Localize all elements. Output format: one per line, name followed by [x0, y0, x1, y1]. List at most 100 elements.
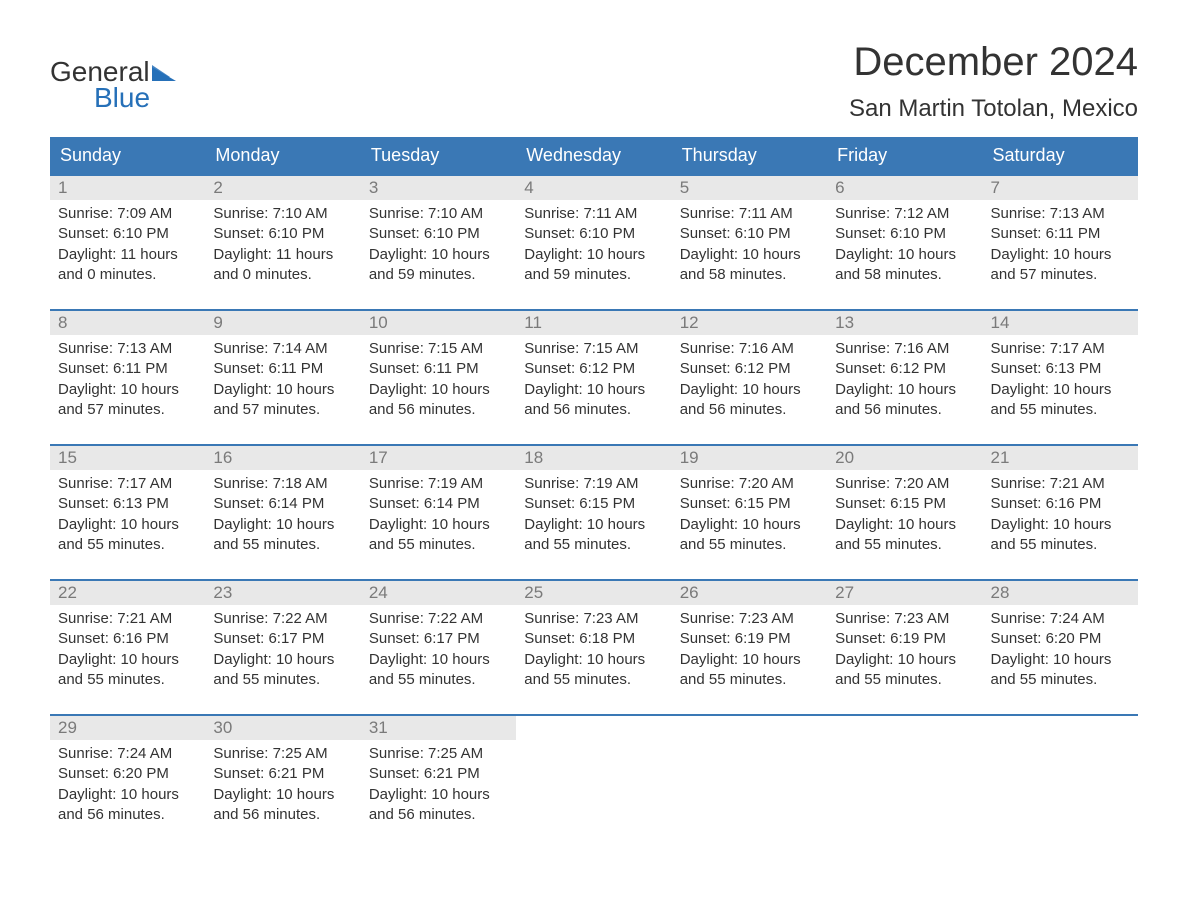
day-daylight2: and 56 minutes.	[835, 400, 976, 420]
day-number: 18	[516, 446, 671, 470]
day-number: 9	[205, 311, 360, 335]
day-number: 10	[361, 311, 516, 335]
day-daylight2: and 56 minutes.	[369, 400, 510, 420]
day-body: Sunrise: 7:23 AMSunset: 6:19 PMDaylight:…	[672, 605, 827, 698]
day-header-tue: Tuesday	[361, 137, 516, 174]
day-number	[672, 716, 827, 720]
day-number: 5	[672, 176, 827, 200]
day-body: Sunrise: 7:09 AMSunset: 6:10 PMDaylight:…	[50, 200, 205, 293]
day-daylight1: Daylight: 10 hours	[213, 785, 354, 805]
day-sunrise: Sunrise: 7:15 AM	[369, 339, 510, 359]
day-sunset: Sunset: 6:18 PM	[524, 629, 665, 649]
day-body: Sunrise: 7:24 AMSunset: 6:20 PMDaylight:…	[983, 605, 1138, 698]
day-number: 7	[983, 176, 1138, 200]
calendar-day: 16Sunrise: 7:18 AMSunset: 6:14 PMDayligh…	[205, 446, 360, 563]
day-daylight2: and 55 minutes.	[369, 670, 510, 690]
day-sunrise: Sunrise: 7:21 AM	[991, 474, 1132, 494]
day-sunrise: Sunrise: 7:17 AM	[991, 339, 1132, 359]
day-daylight1: Daylight: 10 hours	[58, 380, 199, 400]
day-number: 8	[50, 311, 205, 335]
day-daylight1: Daylight: 10 hours	[524, 515, 665, 535]
calendar-day: 24Sunrise: 7:22 AMSunset: 6:17 PMDayligh…	[361, 581, 516, 698]
calendar-day: 23Sunrise: 7:22 AMSunset: 6:17 PMDayligh…	[205, 581, 360, 698]
day-sunset: Sunset: 6:10 PM	[524, 224, 665, 244]
day-daylight1: Daylight: 10 hours	[991, 245, 1132, 265]
day-daylight2: and 57 minutes.	[991, 265, 1132, 285]
day-daylight2: and 56 minutes.	[369, 805, 510, 825]
day-body: Sunrise: 7:15 AMSunset: 6:11 PMDaylight:…	[361, 335, 516, 428]
day-daylight1: Daylight: 10 hours	[991, 515, 1132, 535]
day-sunset: Sunset: 6:12 PM	[524, 359, 665, 379]
day-sunrise: Sunrise: 7:23 AM	[524, 609, 665, 629]
calendar-day: 29Sunrise: 7:24 AMSunset: 6:20 PMDayligh…	[50, 716, 205, 833]
day-daylight1: Daylight: 10 hours	[58, 515, 199, 535]
day-number: 28	[983, 581, 1138, 605]
location-label: San Martin Totolan, Mexico	[849, 95, 1138, 123]
day-daylight1: Daylight: 10 hours	[524, 380, 665, 400]
calendar-week: 8Sunrise: 7:13 AMSunset: 6:11 PMDaylight…	[50, 309, 1138, 428]
day-body: Sunrise: 7:22 AMSunset: 6:17 PMDaylight:…	[361, 605, 516, 698]
day-body: Sunrise: 7:20 AMSunset: 6:15 PMDaylight:…	[827, 470, 982, 563]
calendar: Sunday Monday Tuesday Wednesday Thursday…	[50, 137, 1138, 833]
calendar-day	[983, 716, 1138, 833]
day-daylight2: and 55 minutes.	[991, 670, 1132, 690]
day-sunset: Sunset: 6:11 PM	[213, 359, 354, 379]
title-block: December 2024 San Martin Totolan, Mexico	[849, 40, 1138, 123]
day-sunset: Sunset: 6:19 PM	[680, 629, 821, 649]
weeks-container: 1Sunrise: 7:09 AMSunset: 6:10 PMDaylight…	[50, 174, 1138, 833]
day-sunrise: Sunrise: 7:16 AM	[835, 339, 976, 359]
day-number: 23	[205, 581, 360, 605]
day-sunset: Sunset: 6:21 PM	[369, 764, 510, 784]
day-number: 17	[361, 446, 516, 470]
day-body: Sunrise: 7:23 AMSunset: 6:18 PMDaylight:…	[516, 605, 671, 698]
calendar-day: 18Sunrise: 7:19 AMSunset: 6:15 PMDayligh…	[516, 446, 671, 563]
day-header-row: Sunday Monday Tuesday Wednesday Thursday…	[50, 137, 1138, 174]
calendar-day: 7Sunrise: 7:13 AMSunset: 6:11 PMDaylight…	[983, 176, 1138, 293]
day-sunset: Sunset: 6:10 PM	[369, 224, 510, 244]
day-body: Sunrise: 7:23 AMSunset: 6:19 PMDaylight:…	[827, 605, 982, 698]
day-sunrise: Sunrise: 7:19 AM	[369, 474, 510, 494]
calendar-day: 21Sunrise: 7:21 AMSunset: 6:16 PMDayligh…	[983, 446, 1138, 563]
day-number: 31	[361, 716, 516, 740]
day-body: Sunrise: 7:16 AMSunset: 6:12 PMDaylight:…	[672, 335, 827, 428]
day-sunset: Sunset: 6:17 PM	[213, 629, 354, 649]
day-sunset: Sunset: 6:20 PM	[991, 629, 1132, 649]
day-daylight2: and 55 minutes.	[58, 535, 199, 555]
day-sunset: Sunset: 6:19 PM	[835, 629, 976, 649]
day-daylight2: and 59 minutes.	[369, 265, 510, 285]
day-sunset: Sunset: 6:15 PM	[524, 494, 665, 514]
day-daylight1: Daylight: 10 hours	[213, 380, 354, 400]
day-daylight2: and 57 minutes.	[58, 400, 199, 420]
day-sunset: Sunset: 6:13 PM	[991, 359, 1132, 379]
day-daylight1: Daylight: 10 hours	[991, 650, 1132, 670]
calendar-day	[827, 716, 982, 833]
day-daylight2: and 0 minutes.	[58, 265, 199, 285]
day-header-sun: Sunday	[50, 137, 205, 174]
day-number: 4	[516, 176, 671, 200]
day-sunset: Sunset: 6:16 PM	[58, 629, 199, 649]
day-daylight1: Daylight: 10 hours	[524, 650, 665, 670]
day-sunset: Sunset: 6:16 PM	[991, 494, 1132, 514]
day-daylight2: and 57 minutes.	[213, 400, 354, 420]
day-sunrise: Sunrise: 7:23 AM	[680, 609, 821, 629]
day-number: 6	[827, 176, 982, 200]
day-sunset: Sunset: 6:12 PM	[835, 359, 976, 379]
calendar-day	[672, 716, 827, 833]
day-sunset: Sunset: 6:21 PM	[213, 764, 354, 784]
day-sunset: Sunset: 6:10 PM	[835, 224, 976, 244]
day-number	[983, 716, 1138, 720]
calendar-day: 6Sunrise: 7:12 AMSunset: 6:10 PMDaylight…	[827, 176, 982, 293]
day-body: Sunrise: 7:13 AMSunset: 6:11 PMDaylight:…	[983, 200, 1138, 293]
day-number: 29	[50, 716, 205, 740]
calendar-day: 20Sunrise: 7:20 AMSunset: 6:15 PMDayligh…	[827, 446, 982, 563]
calendar-day: 22Sunrise: 7:21 AMSunset: 6:16 PMDayligh…	[50, 581, 205, 698]
day-daylight1: Daylight: 10 hours	[991, 380, 1132, 400]
day-sunrise: Sunrise: 7:11 AM	[524, 204, 665, 224]
page-header: General Blue December 2024 San Martin To…	[50, 40, 1138, 123]
day-daylight1: Daylight: 10 hours	[680, 245, 821, 265]
day-sunrise: Sunrise: 7:13 AM	[991, 204, 1132, 224]
day-number: 3	[361, 176, 516, 200]
day-daylight1: Daylight: 11 hours	[213, 245, 354, 265]
day-daylight1: Daylight: 10 hours	[213, 650, 354, 670]
day-number: 20	[827, 446, 982, 470]
